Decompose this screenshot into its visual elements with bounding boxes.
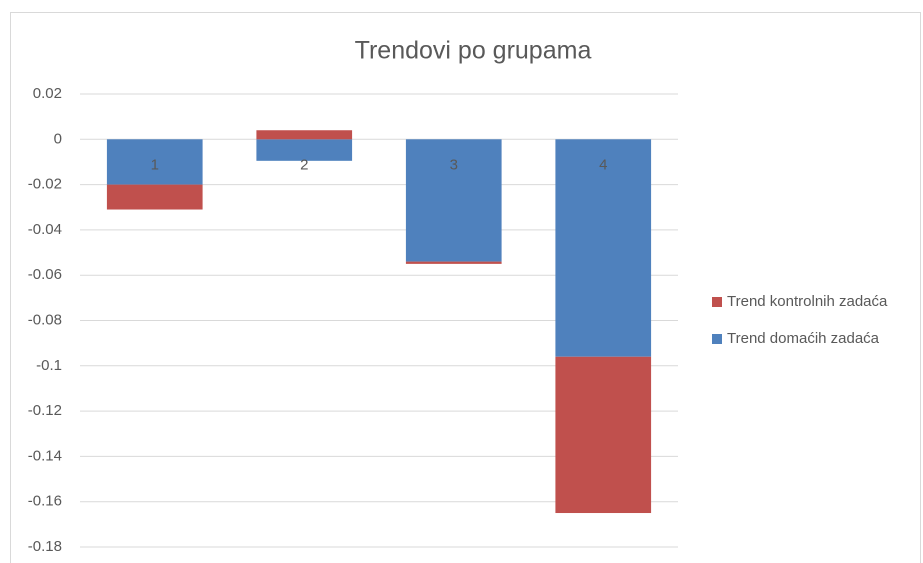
legend-label: Trend domaćih zadaća: [727, 330, 880, 347]
category-label: 4: [599, 156, 607, 173]
category-label: 2: [300, 156, 308, 173]
y-tick-label: -0.12: [28, 402, 62, 419]
y-tick-label: -0.08: [28, 311, 62, 328]
y-tick-label: 0.02: [33, 85, 62, 102]
bar-segment: [555, 356, 652, 514]
bar-segment: [256, 139, 353, 161]
y-tick-label: -0.14: [28, 447, 62, 464]
y-tick-label: -0.16: [28, 493, 62, 510]
y-tick-label: -0.18: [28, 538, 62, 555]
legend-label: Trend kontrolnih zadaća: [727, 293, 888, 310]
y-tick-label: -0.1: [36, 357, 62, 374]
chart-title: Trendovi po grupama: [355, 37, 592, 65]
y-tick-label: -0.06: [28, 266, 62, 283]
bar-segment: [405, 261, 502, 264]
bar-segment: [256, 130, 353, 140]
category-label: 1: [151, 156, 159, 173]
bar-segment: [106, 139, 203, 185]
chart-border: [10, 12, 921, 563]
y-tick-label: -0.02: [28, 176, 62, 193]
bar-segment: [106, 184, 203, 210]
legend-swatch: [712, 297, 722, 307]
bar-segment: [405, 139, 502, 262]
category-label: 3: [450, 156, 458, 173]
bar-segment: [555, 139, 652, 357]
legend-swatch: [712, 334, 722, 344]
y-tick-label: 0: [54, 130, 62, 147]
y-tick-label: -0.04: [28, 221, 62, 238]
